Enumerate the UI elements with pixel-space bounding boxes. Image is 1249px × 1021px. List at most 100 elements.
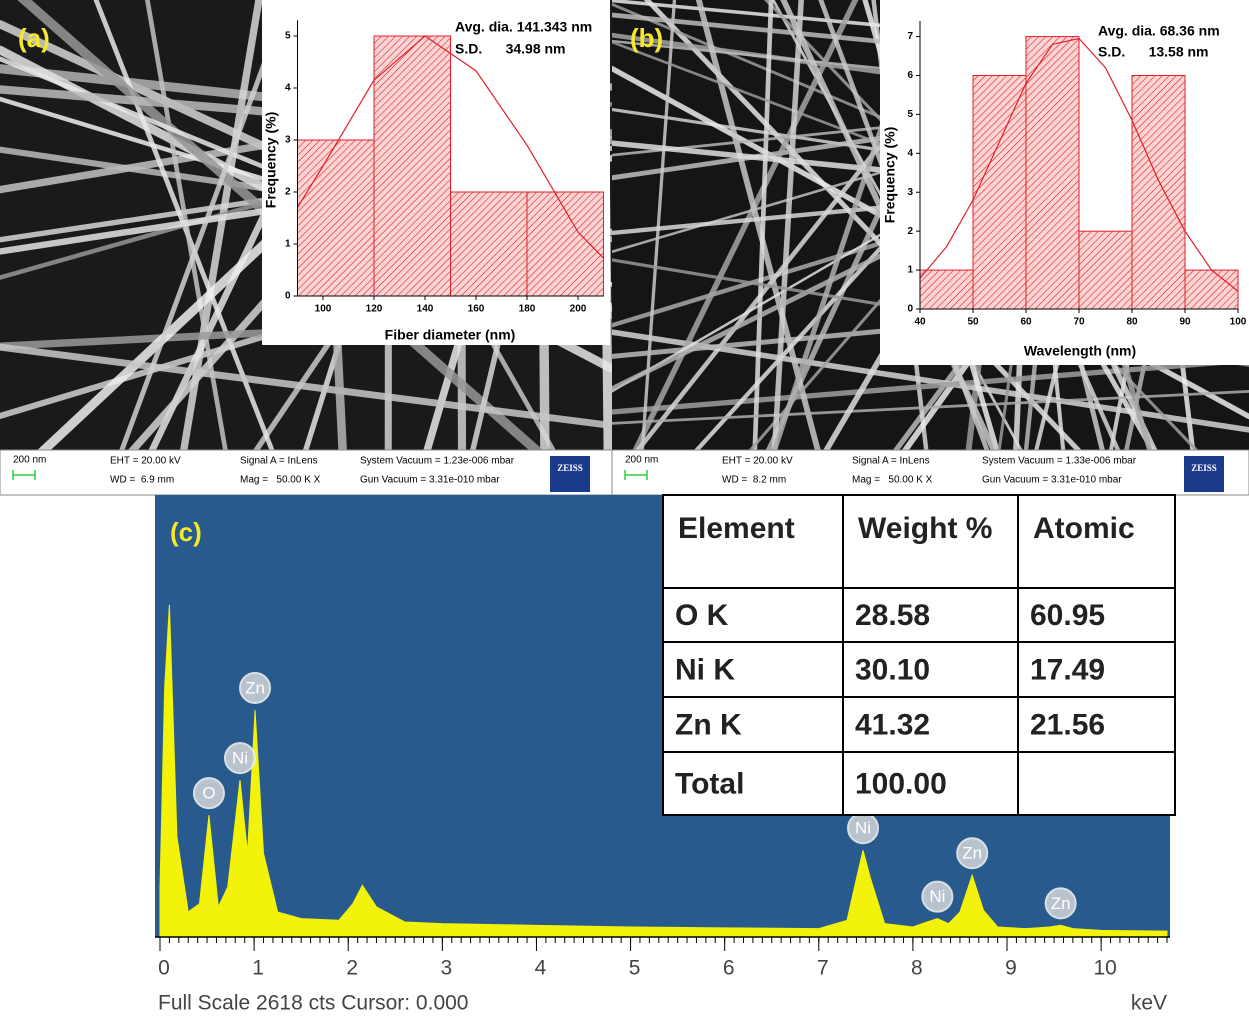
table-cell: 21.56 — [1030, 708, 1105, 741]
x-axis-title: Fiber diameter (nm) — [385, 327, 516, 343]
mag: Mag = 50.00 K X — [852, 475, 933, 486]
x-tick-label: 60 — [1020, 317, 1032, 328]
wd: WD = 8.2 mm — [722, 475, 786, 486]
table-cell: 30.10 — [855, 653, 930, 686]
y-tick-label: 2 — [285, 187, 291, 198]
system-vacuum: System Vacuum = 1.33e-006 mbar — [982, 456, 1137, 467]
bar — [1026, 37, 1079, 309]
logo-box — [550, 456, 590, 492]
x-tick-label: 3 — [440, 957, 452, 980]
bar — [920, 270, 973, 309]
wd: WD = 6.9 mm — [110, 475, 174, 486]
x-tick-label: 180 — [519, 304, 536, 315]
y-tick-label: 5 — [907, 109, 913, 120]
panel-label: (a) — [18, 23, 50, 53]
panel-label: (b) — [630, 23, 663, 53]
x-tick-label: 7 — [817, 957, 829, 980]
peak-label: Ni — [855, 819, 871, 838]
table-header: Element — [678, 512, 795, 545]
y-tick-label: 5 — [285, 31, 291, 42]
annotation: S.D. 34.98 nm — [455, 41, 566, 57]
bar — [451, 192, 528, 296]
x-tick-label: 50 — [967, 317, 979, 328]
peak-label: Zn — [1051, 894, 1071, 913]
y-tick-label: 2 — [907, 226, 913, 237]
x-tick-label: 5 — [629, 957, 641, 980]
x-tick-label: 80 — [1126, 317, 1138, 328]
bar — [973, 75, 1026, 309]
bar — [1079, 231, 1132, 309]
page: {"chart_data": [ {"type": "histogram", "… — [0, 0, 1249, 1021]
signal: Signal A = InLens — [852, 456, 930, 467]
table-header: Atomic — [1033, 512, 1135, 545]
bar — [527, 192, 604, 296]
y-axis-title: Frequency (%) — [882, 127, 898, 223]
peak-label: Ni — [232, 749, 248, 768]
x-tick-label: 200 — [570, 304, 587, 315]
annotation: Avg. dia. 68.36 nm — [1098, 23, 1220, 39]
x-tick-label: 0 — [158, 957, 170, 980]
x-axis-title: Wavelength (nm) — [1024, 343, 1136, 359]
table-cell: 17.49 — [1030, 653, 1105, 686]
scale-label: 200 nm — [625, 455, 658, 466]
x-tick-label: 40 — [914, 317, 926, 328]
y-tick-label: 4 — [285, 83, 291, 94]
annotation: Avg. dia. 141.343 nm — [455, 19, 592, 35]
y-tick-label: 0 — [285, 291, 291, 302]
system-vacuum: System Vacuum = 1.23e-006 mbar — [360, 456, 515, 467]
logo: ZEISS — [1191, 463, 1217, 473]
bar — [298, 140, 375, 296]
y-tick-label: 1 — [285, 239, 291, 250]
signal: Signal A = InLens — [240, 456, 318, 467]
y-tick-label: 1 — [907, 265, 913, 276]
y-tick-label: 3 — [285, 135, 291, 146]
x-tick-label: 4 — [535, 957, 547, 980]
table-cell: 28.58 — [855, 599, 930, 632]
x-tick-label: 1 — [252, 957, 264, 980]
x-tick-label: 140 — [417, 304, 434, 315]
logo-box — [1184, 456, 1224, 492]
y-tick-label: 7 — [907, 31, 913, 42]
figure: 100120140160180200012345Fiber diameter (… — [0, 0, 1249, 1021]
table-cell: 60.95 — [1030, 599, 1105, 632]
footer: Full Scale 2618 cts Cursor: 0.000 — [158, 992, 469, 1015]
mag: Mag = 50.00 K X — [240, 475, 321, 486]
x-tick-label: 70 — [1073, 317, 1085, 328]
y-tick-label: 3 — [907, 187, 913, 198]
table-cell: Ni K — [675, 653, 735, 686]
table-header: Weight % — [858, 512, 992, 545]
table-cell: 41.32 — [855, 708, 930, 741]
x-tick-label: 90 — [1179, 317, 1191, 328]
bar — [1185, 270, 1238, 309]
annotation: S.D. 13.58 nm — [1098, 44, 1209, 60]
gun-vacuum: Gun Vacuum = 3.31e-010 mbar — [360, 475, 500, 486]
x-tick-label: 10 — [1093, 957, 1116, 980]
table-cell: 100.00 — [855, 767, 947, 800]
table-cell: O K — [675, 599, 729, 632]
y-tick-label: 6 — [907, 70, 913, 81]
eht: EHT = 20.00 kV — [110, 456, 181, 467]
table-cell: Zn K — [675, 708, 742, 741]
y-tick-label: 0 — [907, 304, 913, 315]
x-tick-label: 9 — [1005, 957, 1017, 980]
peak-label: Zn — [245, 678, 265, 697]
gun-vacuum: Gun Vacuum = 3.31e-010 mbar — [982, 475, 1122, 486]
y-tick-label: 4 — [907, 148, 913, 159]
x-axis-title: keV — [1131, 992, 1167, 1015]
bar — [1132, 75, 1185, 309]
panel-label: (c) — [170, 517, 202, 547]
logo: ZEISS — [557, 463, 583, 473]
x-tick-label: 100 — [315, 304, 332, 315]
peak-label: Zn — [962, 844, 982, 863]
x-tick-label: 8 — [911, 957, 923, 980]
peak-label: Ni — [929, 887, 945, 906]
info-bar — [612, 450, 1249, 495]
scale-label: 200 nm — [13, 455, 46, 466]
x-tick-label: 100 — [1230, 317, 1247, 328]
x-tick-label: 6 — [723, 957, 735, 980]
peak-label: O — [202, 784, 215, 803]
x-tick-label: 120 — [366, 304, 383, 315]
eht: EHT = 20.00 kV — [722, 456, 793, 467]
x-tick-label: 160 — [468, 304, 485, 315]
bar — [374, 36, 451, 296]
